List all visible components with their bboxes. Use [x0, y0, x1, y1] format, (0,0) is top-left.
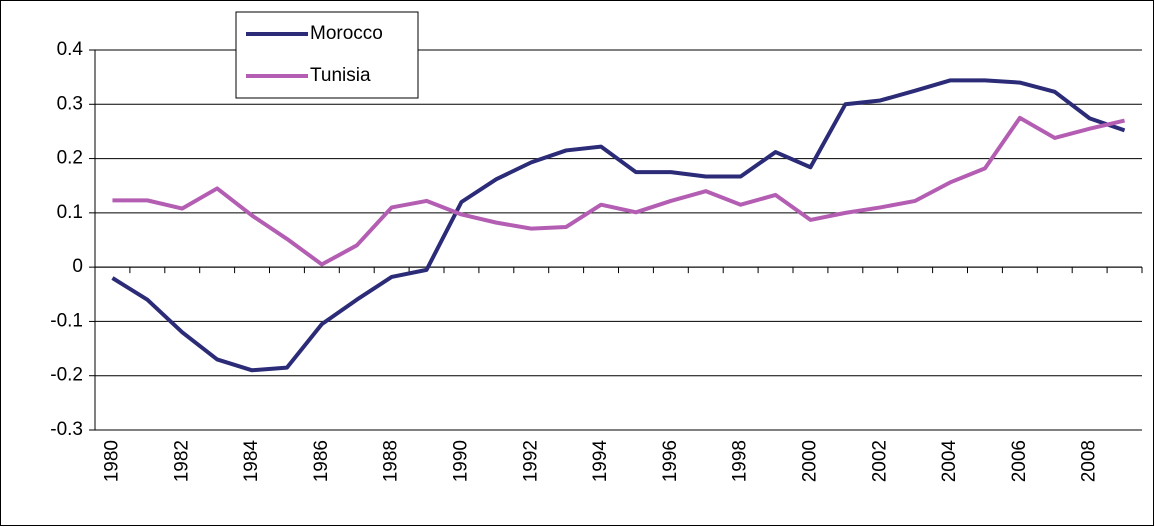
x-tick-label: 2002	[869, 440, 890, 482]
x-tick-label: 1984	[241, 440, 262, 483]
x-tick-label: 1992	[520, 440, 541, 482]
x-tick-label: 1998	[730, 440, 751, 482]
x-tick-label: 1982	[171, 440, 192, 482]
y-tick-label: -0.2	[50, 365, 83, 386]
y-tick-label: 0	[72, 256, 83, 277]
x-tick-label: 1994	[590, 440, 611, 483]
y-tick-label: 0.4	[57, 39, 84, 60]
series-line	[112, 115, 1126, 267]
y-tick-label: -0.1	[50, 310, 83, 331]
legend-label: Morocco	[310, 23, 383, 44]
x-tick-label: 2000	[799, 440, 820, 482]
x-tick-label: 1990	[450, 440, 471, 482]
y-tick-label: -0.3	[50, 419, 83, 440]
x-tick-label: 1986	[311, 440, 332, 482]
y-tick-label: 0.1	[57, 202, 83, 223]
x-tick-label: 2004	[939, 440, 960, 483]
y-tick-label: 0.2	[57, 148, 83, 169]
x-tick-label: 1996	[660, 440, 681, 482]
series-line	[111, 78, 1126, 373]
y-tick-label: 0.3	[57, 93, 83, 114]
legend-label: Tunisia	[310, 65, 371, 86]
x-tick-label: 2008	[1079, 440, 1100, 482]
x-tick-label: 2006	[1009, 440, 1030, 482]
x-tick-label: 1988	[381, 440, 402, 482]
x-tick-label: 1980	[101, 440, 122, 482]
legend-box	[235, 11, 419, 99]
